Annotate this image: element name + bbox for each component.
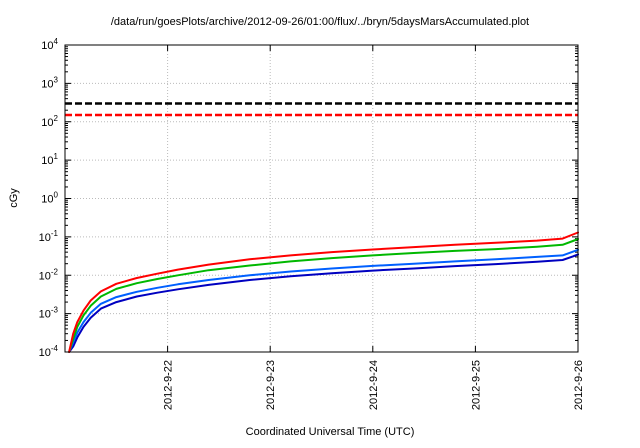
y-tick-label: 10-1 — [39, 229, 59, 244]
series-green — [68, 238, 579, 353]
y-tick-label: 10-3 — [39, 306, 59, 321]
series-dark-blue — [68, 253, 579, 353]
y-tick-label: 10-4 — [39, 344, 59, 359]
series-red — [68, 231, 579, 353]
plot-border — [64, 44, 579, 353]
x-axis-label: Coordinated Universal Time (UTC) — [245, 426, 415, 438]
x-tick-label: 2012-9-26 — [573, 360, 585, 410]
series-blue — [68, 248, 579, 353]
y-tick-label: 103 — [41, 75, 58, 90]
y-axis-label: cGy — [8, 188, 20, 208]
x-tick-label: 2012-9-25 — [470, 360, 482, 410]
x-tick-label: 2012-9-22 — [163, 360, 175, 410]
y-tick-label: 102 — [41, 114, 58, 129]
y-tick-label: 104 — [41, 37, 58, 52]
y-tick-label: 100 — [41, 191, 58, 206]
y-tick-label: 101 — [41, 152, 58, 167]
x-tick-label: 2012-9-24 — [368, 360, 380, 410]
chart-title: /data/run/goesPlots/archive/2012-09-26/0… — [110, 16, 530, 28]
y-tick-label: 10-2 — [39, 267, 59, 282]
x-tick-label: 2012-9-23 — [265, 360, 277, 410]
